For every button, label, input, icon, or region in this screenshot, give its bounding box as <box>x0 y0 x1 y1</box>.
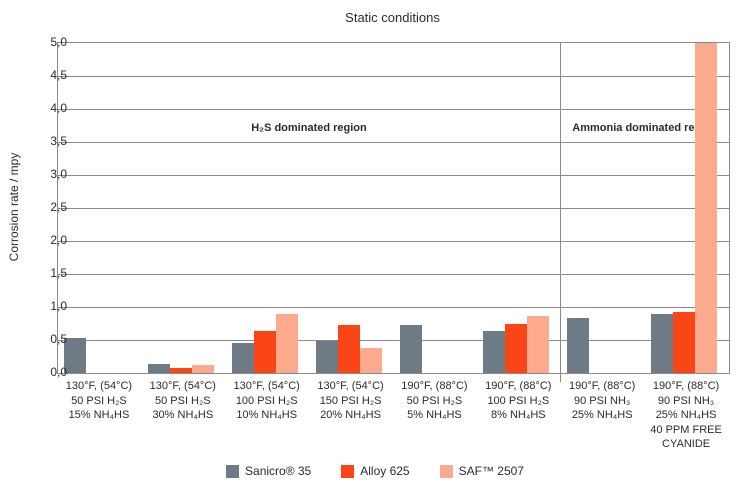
bar-sanicro-35-group-6 <box>483 331 506 373</box>
x-category-line: 8% NH₄HS <box>491 409 546 421</box>
x-category-line: 30% NH₄HS <box>152 409 214 421</box>
bar-sanicro-35-group-4 <box>315 341 338 373</box>
x-category-line: 25% NH₄HS <box>655 409 717 421</box>
x-category-line: 190°F, (88°C) <box>401 380 468 392</box>
bar-sanicro-35-group-5 <box>399 325 422 373</box>
x-axis-labels: 130°F, (54°C) 50 PSI H₂S 15% NH₄HS 130°F, (… <box>57 379 728 452</box>
x-category-label-3: 130°F, (54°C) 100 PSI H₂S 10% NH₄HS <box>225 379 309 452</box>
x-category-label-7: 190°F, (88°C) 90 PSI NH₃ 25% NH₄HS <box>560 379 644 452</box>
bar-alloy-625-group-2 <box>169 368 192 373</box>
x-category-label-8: 190°F, (88°C) 90 PSI NH₃ 25% NH₄HS 40 PPM F… <box>644 379 728 452</box>
x-category-line: 100 PSI H₂S <box>235 394 298 407</box>
bar-sanicro-35-group-3 <box>231 343 254 373</box>
legend-label-sanicro-35: Sanicro® 35 <box>245 464 312 478</box>
legend-item-alloy-625: Alloy 625 <box>341 464 410 478</box>
x-category-line: 40 PPM FREE <box>650 423 722 436</box>
gridline <box>58 75 729 77</box>
chart-title: Static conditions <box>345 10 440 25</box>
region-label-h2s: H₂S dominated region <box>251 122 367 134</box>
gridline <box>58 174 729 176</box>
x-category-line: 130°F, (54°C) <box>233 380 300 392</box>
x-category-line: 5% NH₄HS <box>407 409 462 421</box>
bar-alloy-625-group-8 <box>673 312 696 373</box>
region-label-ammonia: Ammonia dominated region <box>572 122 718 134</box>
gridline <box>58 207 729 209</box>
x-category-line: 130°F, (54°C) <box>149 380 216 392</box>
region-divider-line <box>560 42 561 382</box>
gridline <box>58 141 729 143</box>
x-category-line: 50 PSI H₂S <box>154 394 211 407</box>
bar-alloy-625-group-6 <box>505 323 528 373</box>
legend-label-saf-2507: SAF™ 2507 <box>458 464 524 478</box>
bar-saf-2507-group-4 <box>359 347 382 373</box>
bar-sanicro-35-group-8 <box>651 313 674 373</box>
x-category-line: 25% NH₄HS <box>571 409 633 421</box>
plot-area: H₂S dominated region Ammonia dominated r… <box>57 42 730 374</box>
bar-saf-2507-group-8 <box>695 43 718 373</box>
x-category-line: 100 PSI H₂S <box>487 394 550 407</box>
gridline <box>58 240 729 242</box>
x-category-line: 50 PSI H₂S <box>71 394 127 407</box>
legend-item-sanicro-35: Sanicro® 35 <box>226 464 311 478</box>
x-category-line: 190°F, (88°C) <box>569 380 636 392</box>
y-axis-label: Corrosion rate / mpy <box>7 152 21 262</box>
bar-saf-2507-group-6 <box>527 316 550 373</box>
x-category-line: 190°F, (88°C) <box>485 380 552 392</box>
y-tick-label: 3,5 <box>50 134 67 148</box>
y-tick-label: 0,0 <box>50 365 67 379</box>
bar-alloy-625-group-3 <box>253 331 276 373</box>
gridline <box>58 306 729 308</box>
bar-saf-2507-group-3 <box>275 313 298 373</box>
bar-sanicro-35-group-2 <box>147 364 170 373</box>
x-category-line: 10% NH₄HS <box>236 409 298 421</box>
bar-sanicro-35-group-1 <box>64 338 86 373</box>
legend-swatch-alloy-625 <box>341 464 355 478</box>
legend-label-alloy-625: Alloy 625 <box>360 464 410 478</box>
y-tick-label: 2,5 <box>50 200 67 214</box>
bar-saf-2507-group-2 <box>191 365 214 373</box>
y-tick-label: 0,5 <box>50 332 67 346</box>
x-category-line: 190°F, (88°C) <box>652 380 720 392</box>
y-tick-label: 3,0 <box>50 167 67 181</box>
legend-swatch-saf-2507 <box>439 464 453 478</box>
chart-legend: Sanicro® 35 Alloy 625 SAF™ 2507 <box>0 464 750 478</box>
x-category-label-4: 130°F, (54°C) 150 PSI H₂S 20% NH₄HS <box>309 379 393 452</box>
y-tick-label: 2,0 <box>50 233 67 247</box>
y-tick-label: 1,5 <box>50 266 67 280</box>
gridline <box>58 339 729 341</box>
x-category-line: 50 PSI H₂S <box>406 394 463 407</box>
x-category-line: CYANIDE <box>662 438 711 450</box>
y-tick-label: 5,0 <box>50 35 67 49</box>
x-category-line: 150 PSI H₂S <box>319 394 382 407</box>
x-category-line: 90 PSI NH₃ <box>657 394 715 407</box>
legend-item-saf-2507: SAF™ 2507 <box>439 464 524 478</box>
gridline <box>58 273 729 275</box>
y-tick-label: 1,0 <box>50 299 67 313</box>
bar-sanicro-35-group-7 <box>567 317 590 373</box>
y-tick-label: 4,0 <box>50 101 67 115</box>
bar-alloy-625-group-4 <box>337 325 360 373</box>
y-tick-label: 4,5 <box>50 68 67 82</box>
x-category-line: 90 PSI NH₃ <box>573 394 631 407</box>
x-category-line: 130°F, (54°C) <box>317 380 384 392</box>
x-category-line: 20% NH₄HS <box>320 409 381 421</box>
gridline <box>58 108 729 110</box>
x-category-line: 15% NH₄HS <box>68 409 130 421</box>
x-category-label-2: 130°F, (54°C) 50 PSI H₂S 30% NH₄HS <box>141 379 225 452</box>
legend-swatch-sanicro-35 <box>226 464 240 478</box>
x-category-label-1: 130°F, (54°C) 50 PSI H₂S 15% NH₄HS <box>57 379 141 452</box>
x-category-line: 130°F, (54°C) <box>65 380 133 392</box>
x-category-label-6: 190°F, (88°C) 100 PSI H₂S 8% NH₄HS <box>476 379 560 452</box>
x-category-label-5: 190°F, (88°C) 50 PSI H₂S 5% NH₄HS <box>393 379 477 452</box>
